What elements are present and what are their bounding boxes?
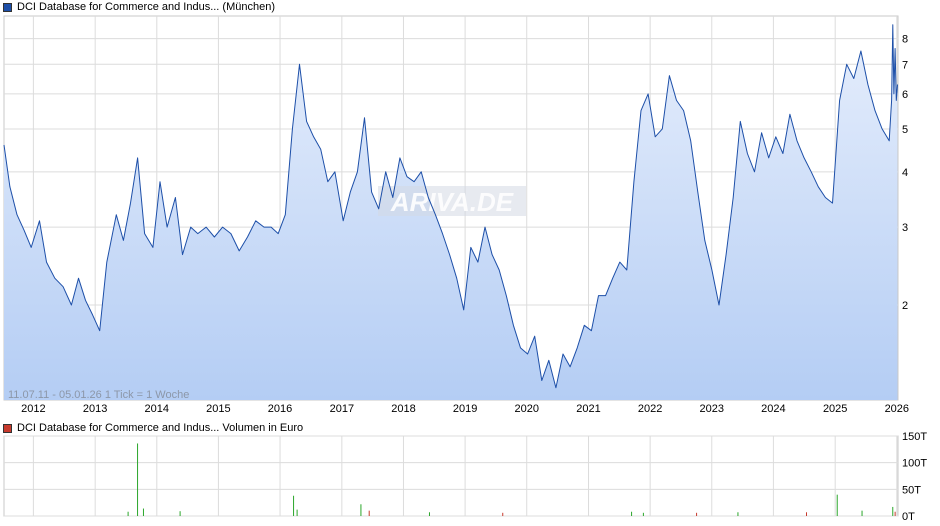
x-tick-label: 2026: [885, 403, 909, 415]
price-legend: DCI Database for Commerce and Indus... (…: [3, 0, 275, 14]
volume-y-tick-label: 50T: [902, 484, 921, 496]
x-tick-label: 2021: [576, 403, 600, 415]
y-tick-label: 5: [902, 124, 908, 136]
watermark: ARIVA.DE: [378, 186, 526, 217]
y-tick-label: 7: [902, 59, 908, 71]
x-tick-label: 2015: [206, 403, 230, 415]
x-tick-label: 2019: [453, 403, 477, 415]
volume-legend-swatch: [3, 423, 12, 433]
volume-y-tick-label: 0T: [902, 511, 915, 523]
volume-chart: 0T 50T 100T 150T: [3, 431, 927, 523]
volume-y-tick-label: 150T: [902, 431, 927, 443]
price-legend-label: DCI Database for Commerce and Indus... (…: [17, 1, 276, 13]
price-chart: ARIVA.DE 2 3 4 5 6 7 8 11.07.11 - 05.01.26 1 T…: [3, 15, 908, 401]
volume-legend: DCI Database for Commerce and Indus... V…: [3, 421, 303, 435]
x-tick-label: 2012: [21, 403, 45, 415]
y-tick-label: 2: [902, 300, 908, 312]
volume-y-axis: 0T 50T 100T 150T: [902, 431, 927, 523]
x-tick-label: 2022: [638, 403, 662, 415]
price-area: [4, 24, 898, 400]
x-tick-label: 2014: [145, 403, 169, 415]
y-tick-label: 8: [902, 34, 908, 46]
x-tick-label: 2025: [823, 403, 847, 415]
volume-plot-frame: [3, 435, 899, 517]
x-tick-label: 2016: [268, 403, 292, 415]
watermark-text: ARIVA.DE: [390, 187, 514, 217]
price-line: [3, 24, 898, 389]
range-label: 11.07.11 - 05.01.26 1 Tick = 1 Woche: [8, 389, 189, 401]
x-axis: 2012 2013 2014 2015 2016 2017 2018 2019 2020 2021…: [21, 403, 909, 415]
volume-legend-label: DCI Database for Commerce and Indus... V…: [17, 422, 304, 434]
x-tick-label: 2024: [761, 403, 785, 415]
price-y-axis: 2 3 4 5 6 7 8: [902, 34, 908, 312]
x-tick-label: 2023: [700, 403, 724, 415]
y-tick-label: 4: [902, 167, 908, 179]
volume-grid: [4, 435, 898, 517]
y-tick-label: 6: [902, 89, 908, 101]
watermark-box: [378, 186, 526, 216]
y-tick-label: 3: [902, 222, 908, 234]
x-tick-label: 2018: [391, 403, 415, 415]
x-tick-label: 2013: [83, 403, 107, 415]
x-tick-label: 2017: [330, 403, 354, 415]
price-legend-swatch: [3, 2, 12, 12]
volume-bars: [127, 443, 896, 516]
volume-y-tick-label: 100T: [902, 458, 927, 470]
x-tick-label: 2020: [514, 403, 538, 415]
